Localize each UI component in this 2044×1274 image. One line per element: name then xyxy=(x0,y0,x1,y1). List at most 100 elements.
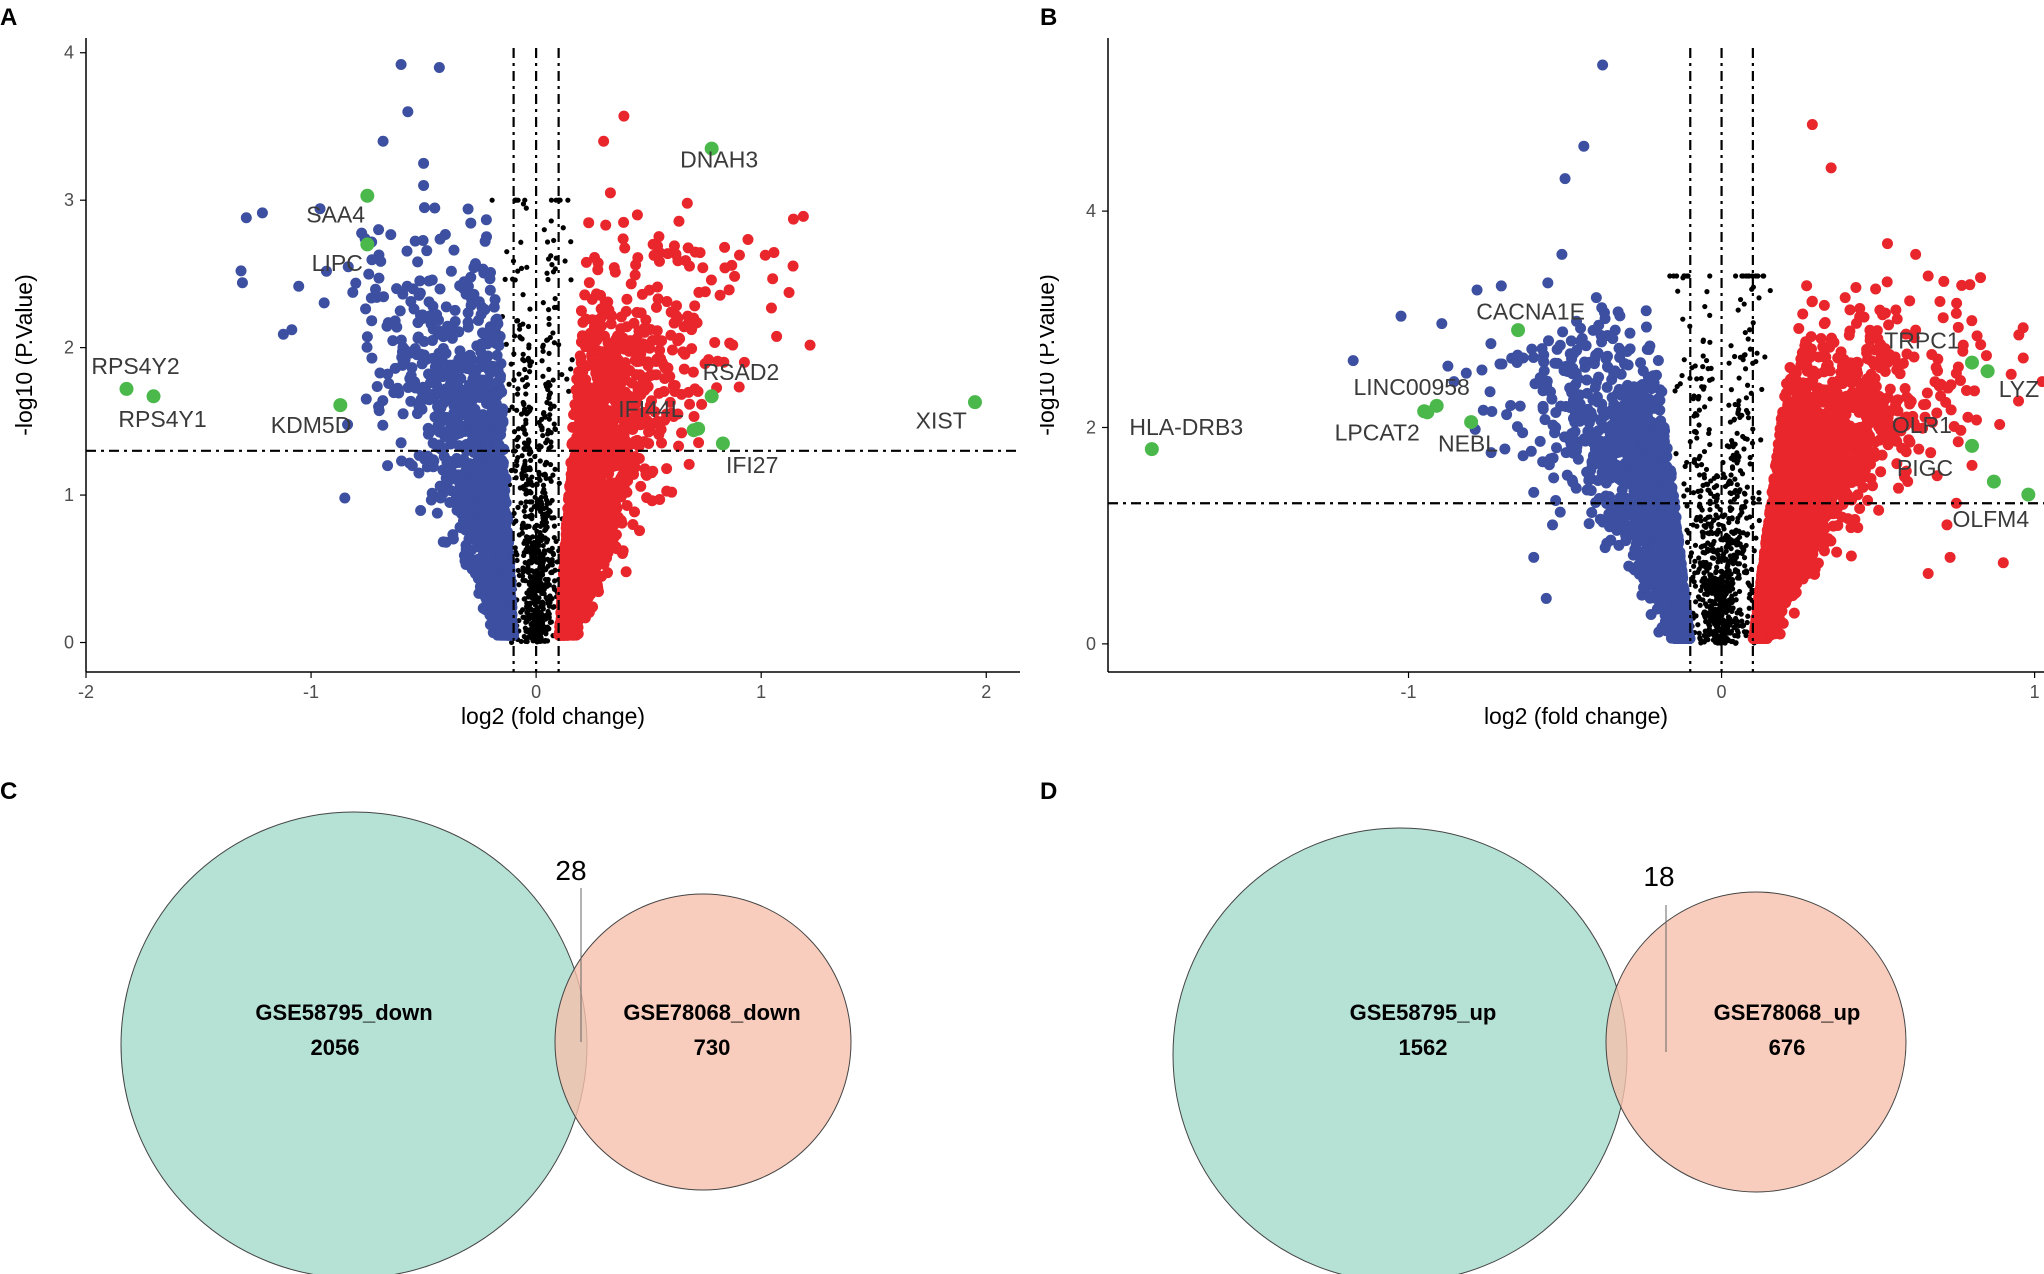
ns-point xyxy=(1694,523,1700,529)
ns-point xyxy=(547,412,553,418)
ns-point xyxy=(551,604,557,610)
ns-point xyxy=(520,607,526,613)
up-regulated-point xyxy=(598,135,610,147)
ns-point xyxy=(1703,466,1710,473)
down-regulated-point xyxy=(256,207,268,219)
ns-point xyxy=(523,636,530,642)
down-regulated-point xyxy=(462,397,474,409)
ns-point xyxy=(516,532,522,538)
up-regulated-point xyxy=(577,420,589,432)
down-regulated-point xyxy=(475,338,487,350)
down-regulated-point xyxy=(385,229,397,241)
gene-label: RPS4Y2 xyxy=(91,353,179,379)
ns-point xyxy=(1739,273,1745,279)
up-regulated-point xyxy=(583,277,595,289)
ns-point xyxy=(1701,472,1707,478)
up-regulated-point xyxy=(592,497,604,509)
down-regulated-point xyxy=(395,59,407,71)
ns-point xyxy=(1739,509,1745,516)
up-regulated-point xyxy=(597,436,609,448)
ns-point xyxy=(524,411,530,417)
up-regulated-point xyxy=(629,451,641,463)
down-regulated-point xyxy=(460,524,472,536)
gene-label: IFI27 xyxy=(726,452,778,478)
ns-point xyxy=(540,554,546,561)
up-regulated-point xyxy=(768,247,780,259)
up-regulated-point xyxy=(610,529,622,541)
ns-point xyxy=(1754,350,1760,356)
down-regulated-point xyxy=(339,492,351,504)
ns-point xyxy=(1736,454,1742,460)
gene-label: RPS4Y1 xyxy=(118,406,206,432)
ns-point xyxy=(1728,437,1735,444)
ns-point xyxy=(1750,495,1756,501)
ns-point xyxy=(1700,549,1706,556)
ns-point xyxy=(1667,273,1673,279)
ns-point xyxy=(1750,426,1756,432)
down-regulated-point xyxy=(473,296,485,308)
ns-point xyxy=(1707,396,1713,402)
ns-point xyxy=(1704,289,1710,295)
down-regulated-point xyxy=(442,320,454,332)
ns-point xyxy=(1729,608,1735,614)
ns-point xyxy=(548,253,554,259)
y-tick-label: 0 xyxy=(1086,634,1096,654)
ns-point xyxy=(1745,410,1751,416)
ns-point xyxy=(1684,503,1690,509)
up-regulated-point xyxy=(597,428,609,440)
up-regulated-point xyxy=(672,312,684,324)
ns-point xyxy=(1725,630,1731,636)
up-regulated-point xyxy=(672,408,684,420)
ns-point xyxy=(546,321,552,327)
ns-point xyxy=(515,434,521,440)
highlight-gene-point xyxy=(704,141,719,156)
ns-point xyxy=(550,472,556,478)
down-regulated-point xyxy=(365,292,377,304)
down-regulated-point xyxy=(286,324,298,336)
ns-point xyxy=(524,600,530,606)
ns-point xyxy=(539,425,545,431)
ns-point xyxy=(1727,419,1733,425)
ns-point xyxy=(544,583,550,589)
ns-point xyxy=(1724,443,1730,449)
down-regulated-point xyxy=(454,488,466,500)
ns-point xyxy=(550,330,556,336)
ns-point xyxy=(1681,493,1687,499)
x-tick-label: 0 xyxy=(1717,682,1727,702)
ns-point xyxy=(1756,496,1762,502)
up-regulated-point xyxy=(580,313,592,325)
ns-point xyxy=(526,345,532,351)
down-regulated-point xyxy=(427,461,439,473)
ns-point xyxy=(1684,487,1690,493)
ns-point xyxy=(518,411,525,417)
down-regulated-point xyxy=(361,341,373,353)
ns-point xyxy=(1707,507,1713,513)
ns-point xyxy=(1684,539,1691,545)
ns-point xyxy=(1693,599,1699,605)
up-regulated-point xyxy=(582,520,594,532)
gene-label: LIPC xyxy=(312,250,363,276)
highlight-gene-point xyxy=(704,389,719,404)
up-regulated-point xyxy=(612,354,624,366)
down-regulated-point xyxy=(434,283,446,295)
down-regulated-point xyxy=(433,325,445,337)
up-regulated-point xyxy=(560,576,572,588)
up-regulated-point xyxy=(565,599,577,611)
ns-point xyxy=(1691,563,1697,569)
up-regulated-point xyxy=(733,381,745,393)
up-regulated-point xyxy=(623,390,635,402)
ns-point xyxy=(547,548,553,554)
down-regulated-point xyxy=(481,231,493,243)
ns-point xyxy=(1728,343,1734,349)
up-regulated-point xyxy=(563,492,575,504)
ns-point xyxy=(548,197,555,203)
down-regulated-point xyxy=(409,235,421,247)
ns-point xyxy=(530,621,537,627)
ns-point xyxy=(1730,444,1736,450)
down-regulated-point xyxy=(431,309,443,321)
ns-point xyxy=(565,197,571,203)
down-regulated-point xyxy=(411,408,423,420)
ns-point xyxy=(548,478,554,484)
ns-point xyxy=(525,323,532,330)
